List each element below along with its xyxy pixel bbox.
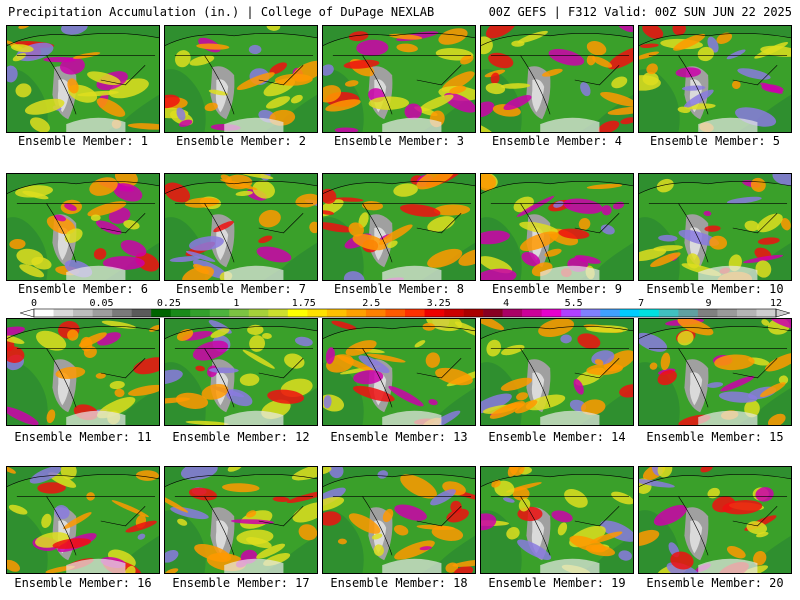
colorbar-tick-label: 1 bbox=[233, 299, 239, 309]
precip-colorbar: 0 0.05 0.25 1 1.75 2.5 3.25 4 5.5 7 9 12 bbox=[20, 299, 790, 318]
ensemble-member-label: Ensemble Member: 16 bbox=[14, 576, 152, 590]
colorbar-tick-label: 1.75 bbox=[292, 299, 316, 309]
ensemble-member-label: Ensemble Member: 20 bbox=[646, 576, 784, 590]
colorbar-swatch bbox=[678, 309, 699, 317]
colorbar-swatch bbox=[736, 309, 757, 317]
colorbar-swatch bbox=[34, 309, 54, 317]
colorbar-swatch bbox=[561, 309, 582, 317]
colorbar-swatch bbox=[190, 309, 211, 317]
ensemble-member-label: Ensemble Member: 6 bbox=[17, 282, 149, 296]
ensemble-member-label: Ensemble Member: 4 bbox=[491, 134, 623, 148]
ensemble-map-5 bbox=[638, 25, 792, 133]
colorbar-swatch bbox=[131, 309, 152, 317]
ensemble-map-8 bbox=[322, 173, 476, 281]
ensemble-member-label: Ensemble Member: 12 bbox=[172, 430, 310, 444]
ensemble-member-label: Ensemble Member: 3 bbox=[333, 134, 465, 148]
colorbar-tick-label: 4 bbox=[503, 299, 509, 309]
colorbar-swatch bbox=[385, 309, 406, 317]
ensemble-map-14 bbox=[480, 318, 634, 426]
ensemble-member-label: Ensemble Member: 7 bbox=[175, 282, 307, 296]
colorbar-swatch bbox=[365, 309, 386, 317]
ensemble-map-19 bbox=[480, 466, 634, 574]
colorbar-swatch bbox=[405, 309, 425, 317]
colorbar-swatch bbox=[658, 309, 679, 317]
ensemble-map-7 bbox=[164, 173, 318, 281]
colorbar-swatch bbox=[92, 309, 113, 317]
ensemble-member-label: Ensemble Member: 17 bbox=[172, 576, 310, 590]
colorbar-tick-label: 0.05 bbox=[89, 299, 113, 309]
colorbar-left-arrow bbox=[20, 308, 35, 318]
colorbar-swatch bbox=[600, 309, 621, 317]
colorbar-tick-label: 7 bbox=[638, 299, 644, 309]
colorbar-swatch bbox=[580, 309, 601, 317]
colorbar-swatch bbox=[268, 309, 289, 317]
colorbar-tick-label: 0.25 bbox=[157, 299, 181, 309]
ensemble-map-18 bbox=[322, 466, 476, 574]
colorbar-swatch bbox=[326, 309, 347, 317]
ensemble-map-17 bbox=[164, 466, 318, 574]
colorbar-tick-label: 12 bbox=[770, 299, 782, 309]
colorbar-swatch bbox=[639, 309, 660, 317]
colorbar-swatch bbox=[717, 309, 738, 317]
ensemble-member-label: Ensemble Member: 1 bbox=[17, 134, 149, 148]
colorbar-swatch bbox=[307, 309, 328, 317]
colorbar-tick-label: 9 bbox=[705, 299, 711, 309]
ensemble-map-16 bbox=[6, 466, 160, 574]
colorbar-swatch bbox=[229, 309, 250, 317]
ensemble-member-label: Ensemble Member: 5 bbox=[649, 134, 781, 148]
ensemble-member-label: Ensemble Member: 2 bbox=[175, 134, 307, 148]
ensemble-member-label: Ensemble Member: 11 bbox=[14, 430, 152, 444]
ensemble-member-label: Ensemble Member: 13 bbox=[330, 430, 468, 444]
colorbar-tick-label: 0 bbox=[31, 299, 37, 309]
ensemble-map-12 bbox=[164, 318, 318, 426]
colorbar-swatch bbox=[346, 309, 367, 317]
ensemble-member-label: Ensemble Member: 19 bbox=[488, 576, 626, 590]
ensemble-map-4 bbox=[480, 25, 634, 133]
ensemble-member-label: Ensemble Member: 15 bbox=[646, 430, 784, 444]
colorbar-swatch bbox=[463, 309, 484, 317]
colorbar-swatch bbox=[483, 309, 503, 317]
colorbar-tick-label: 3.25 bbox=[427, 299, 451, 309]
colorbar-swatch bbox=[756, 309, 777, 317]
ensemble-map-20 bbox=[638, 466, 792, 574]
ensemble-map-11 bbox=[6, 318, 160, 426]
ensemble-map-10 bbox=[638, 173, 792, 281]
colorbar-tick-label: 5.5 bbox=[565, 299, 583, 309]
colorbar-swatch bbox=[619, 309, 640, 317]
colorbar-swatch bbox=[444, 309, 464, 317]
colorbar-swatch bbox=[697, 309, 718, 317]
colorbar-swatch bbox=[209, 309, 230, 317]
colorbar-swatch bbox=[502, 309, 523, 317]
ensemble-map-13 bbox=[322, 318, 476, 426]
ensemble-member-label: Ensemble Member: 18 bbox=[330, 576, 468, 590]
colorbar-swatch bbox=[287, 309, 308, 317]
colorbar-swatch bbox=[112, 309, 132, 317]
ensemble-map-2 bbox=[164, 25, 318, 133]
model-run-info: 00Z GEFS | F312 Valid: 00Z SUN JUN 22 20… bbox=[488, 5, 792, 19]
colorbar-swatch bbox=[541, 309, 562, 317]
ensemble-member-label: Ensemble Member: 14 bbox=[488, 430, 626, 444]
colorbar-swatch bbox=[170, 309, 191, 317]
colorbar-tick-label: 2.5 bbox=[362, 299, 380, 309]
ensemble-map-15 bbox=[638, 318, 792, 426]
colorbar-swatch bbox=[151, 309, 171, 317]
ensemble-map-1 bbox=[6, 25, 160, 133]
ensemble-member-label: Ensemble Member: 9 bbox=[491, 282, 623, 296]
ensemble-map-6 bbox=[6, 173, 160, 281]
colorbar-swatch bbox=[73, 309, 93, 317]
colorbar-right-arrow bbox=[775, 308, 790, 318]
chart-title: Precipitation Accumulation (in.) | Colle… bbox=[8, 5, 435, 19]
colorbar-swatch bbox=[53, 309, 74, 317]
colorbar-swatch bbox=[248, 309, 269, 317]
ensemble-map-3 bbox=[322, 25, 476, 133]
ensemble-map-9 bbox=[480, 173, 634, 281]
ensemble-member-label: Ensemble Member: 10 bbox=[646, 282, 784, 296]
colorbar-swatch bbox=[424, 309, 445, 317]
ensemble-member-label: Ensemble Member: 8 bbox=[333, 282, 465, 296]
colorbar-swatch bbox=[522, 309, 542, 317]
